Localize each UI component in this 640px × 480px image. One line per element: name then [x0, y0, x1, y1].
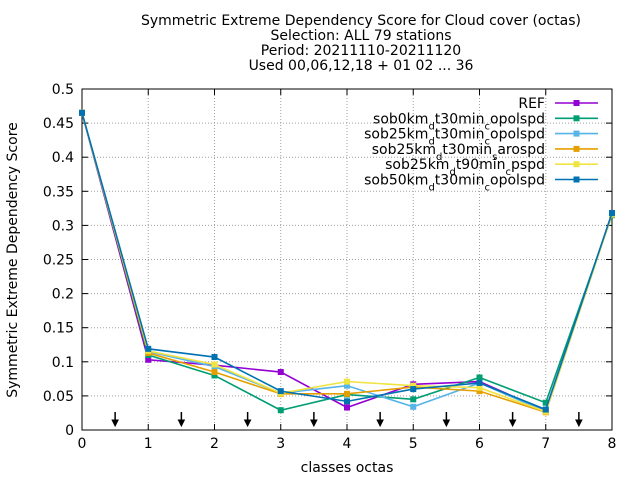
data-point	[145, 345, 152, 352]
series-group	[79, 109, 615, 416]
data-point	[344, 390, 350, 397]
chart-title-line: Selection: ALL 79 stations	[270, 28, 451, 44]
data-point	[609, 210, 615, 217]
x-tick-label: 1	[144, 436, 153, 452]
data-point	[145, 356, 152, 363]
x-tick-label: 8	[608, 436, 617, 452]
legend-item: REF	[518, 96, 598, 112]
down-arrow-icon	[442, 412, 451, 428]
data-point	[79, 109, 85, 116]
data-point	[211, 372, 218, 379]
chart-title: Symmetric Extreme Dependency Score for C…	[141, 13, 581, 74]
y-tick-label: 0.25	[43, 253, 74, 269]
y-tick-label: 0.35	[43, 184, 74, 200]
x-tick-label: 0	[78, 436, 87, 452]
down-arrow-icon	[310, 412, 318, 428]
x-tick-label: 4	[343, 436, 352, 452]
y-tick-label: 0.3	[52, 218, 74, 234]
legend-label: REF	[518, 96, 545, 112]
legend-item: sob50kmdt30mincopolspd	[364, 173, 598, 194]
legend-swatch-marker	[573, 176, 580, 183]
data-point	[344, 378, 350, 385]
chart-title-line: Period: 20211110-20211120	[261, 43, 461, 59]
data-point	[476, 388, 483, 395]
data-point	[476, 374, 483, 381]
x-tick-label: 2	[210, 436, 219, 452]
legend-item: sob0kmdt30mincopolspd	[373, 111, 598, 132]
y-tick-label: 0.5	[52, 82, 74, 98]
down-arrow-icon	[243, 412, 252, 428]
x-tick-label: 3	[276, 436, 285, 452]
data-point	[344, 382, 350, 389]
legend: REFsob0kmdt30mincopolspdsob25kmdt30minco…	[364, 96, 598, 193]
data-point	[344, 404, 350, 411]
legend-label: sob25kmdt30minsarospd	[372, 142, 545, 163]
series-6	[79, 109, 615, 413]
data-point	[410, 403, 417, 410]
down-arrow-icon	[376, 412, 384, 428]
down-arrow-icon	[111, 412, 119, 428]
y-axis-label: Symmetric Extreme Dependency Score	[5, 122, 21, 398]
legend-label: sob50kmdt30mincopolspd	[364, 173, 545, 194]
data-point	[542, 406, 549, 413]
legend-label: sob0kmdt30mincopolspd	[373, 111, 545, 132]
data-point	[211, 361, 218, 368]
data-point	[476, 384, 483, 391]
y-tick-label: 0	[65, 423, 74, 439]
down-arrow-icon	[177, 412, 186, 428]
legend-swatch-marker	[573, 100, 580, 106]
y-tick-label: 0.2	[52, 287, 74, 303]
legend-swatch-marker	[573, 145, 580, 152]
legend-item: sob25kmdt30mincopolspd	[364, 127, 598, 148]
data-point	[277, 369, 284, 376]
legend-item: sob25kmdt90mincpspd	[385, 157, 598, 178]
legend-swatch-marker	[573, 115, 580, 122]
legend-swatch-marker	[573, 161, 580, 168]
y-tick-label: 0.45	[43, 116, 74, 132]
data-point	[344, 398, 350, 405]
data-point	[277, 388, 284, 395]
y-tick-label: 0.4	[52, 150, 74, 166]
y-tick-label: 0.15	[43, 321, 74, 337]
down-arrow-icon	[508, 412, 517, 428]
data-point	[542, 399, 549, 406]
data-point	[476, 379, 483, 386]
legend-swatch-marker	[573, 130, 580, 137]
data-point	[410, 382, 417, 389]
down-arrow-icon	[575, 412, 583, 428]
x-tick-label: 5	[409, 436, 418, 452]
x-axis-label: classes octas	[301, 460, 394, 476]
legend-label: sob25kmdt90mincpspd	[385, 157, 545, 178]
data-point	[211, 354, 218, 361]
data-point	[410, 386, 417, 393]
y-tick-label: 0.1	[52, 355, 74, 371]
legend-label: sob25kmdt30mincopolspd	[364, 127, 545, 148]
chart-title-line: Symmetric Extreme Dependency Score for C…	[141, 13, 581, 29]
data-point	[277, 407, 284, 414]
axis-ticks: 0 1 2 3 4 5 6 7 8 0 0.05 0.1 0.15 0.2 0.25 0.3 0.35 0.4 0.…	[43, 82, 617, 452]
y-tick-label: 0.05	[43, 389, 74, 405]
data-point	[211, 369, 218, 376]
arrow-markers	[111, 412, 583, 428]
x-tick-label: 6	[475, 436, 484, 452]
legend-item: sob25kmdt30minsarospd	[372, 142, 598, 163]
chart-title-line: Used 00,06,12,18 + 01 02 ... 36	[249, 58, 474, 74]
x-tick-label: 7	[541, 436, 550, 452]
data-point	[410, 396, 417, 403]
